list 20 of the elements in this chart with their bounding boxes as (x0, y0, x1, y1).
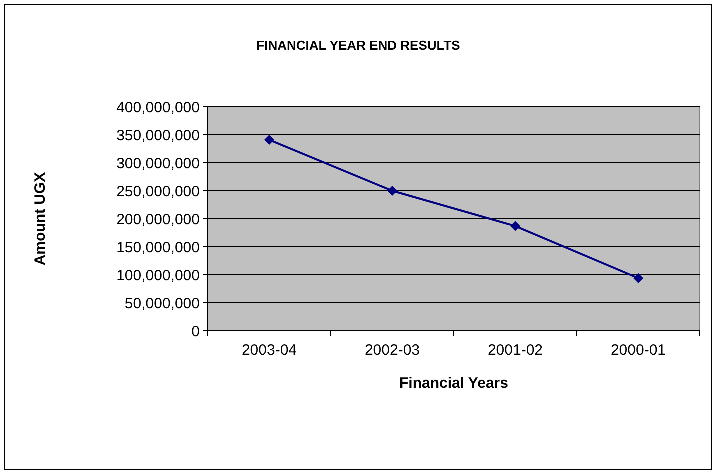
y-tick-label: 400,000,000 (116, 99, 200, 116)
chart-title: FINANCIAL YEAR END RESULTS (256, 38, 461, 53)
point (264, 135, 274, 146)
x-tick-label: 2000-01 (610, 342, 666, 359)
y-tick-label: 150,000,000 (116, 239, 200, 256)
y-tick-label: 350,000,000 (116, 127, 200, 144)
y-tick-label: 300,000,000 (116, 155, 200, 172)
y-tick-label: 0 (192, 323, 200, 340)
y-tick-label: 50,000,000 (124, 295, 200, 312)
x-tick-label: 2002-03 (364, 342, 420, 359)
x-tick-label: 2001-02 (488, 342, 544, 359)
point (388, 186, 398, 196)
y-tick-label: 200,000,000 (116, 211, 200, 228)
y-tick-label: 250,000,000 (116, 183, 200, 200)
point (510, 221, 520, 232)
x-tick-label: 2003-04 (242, 342, 298, 359)
y-tick-label: 100,000,000 (116, 267, 200, 284)
x-axis-title: Financial Years (400, 375, 508, 392)
point (634, 273, 644, 284)
y-axis-title: Amount UGX (32, 172, 49, 266)
